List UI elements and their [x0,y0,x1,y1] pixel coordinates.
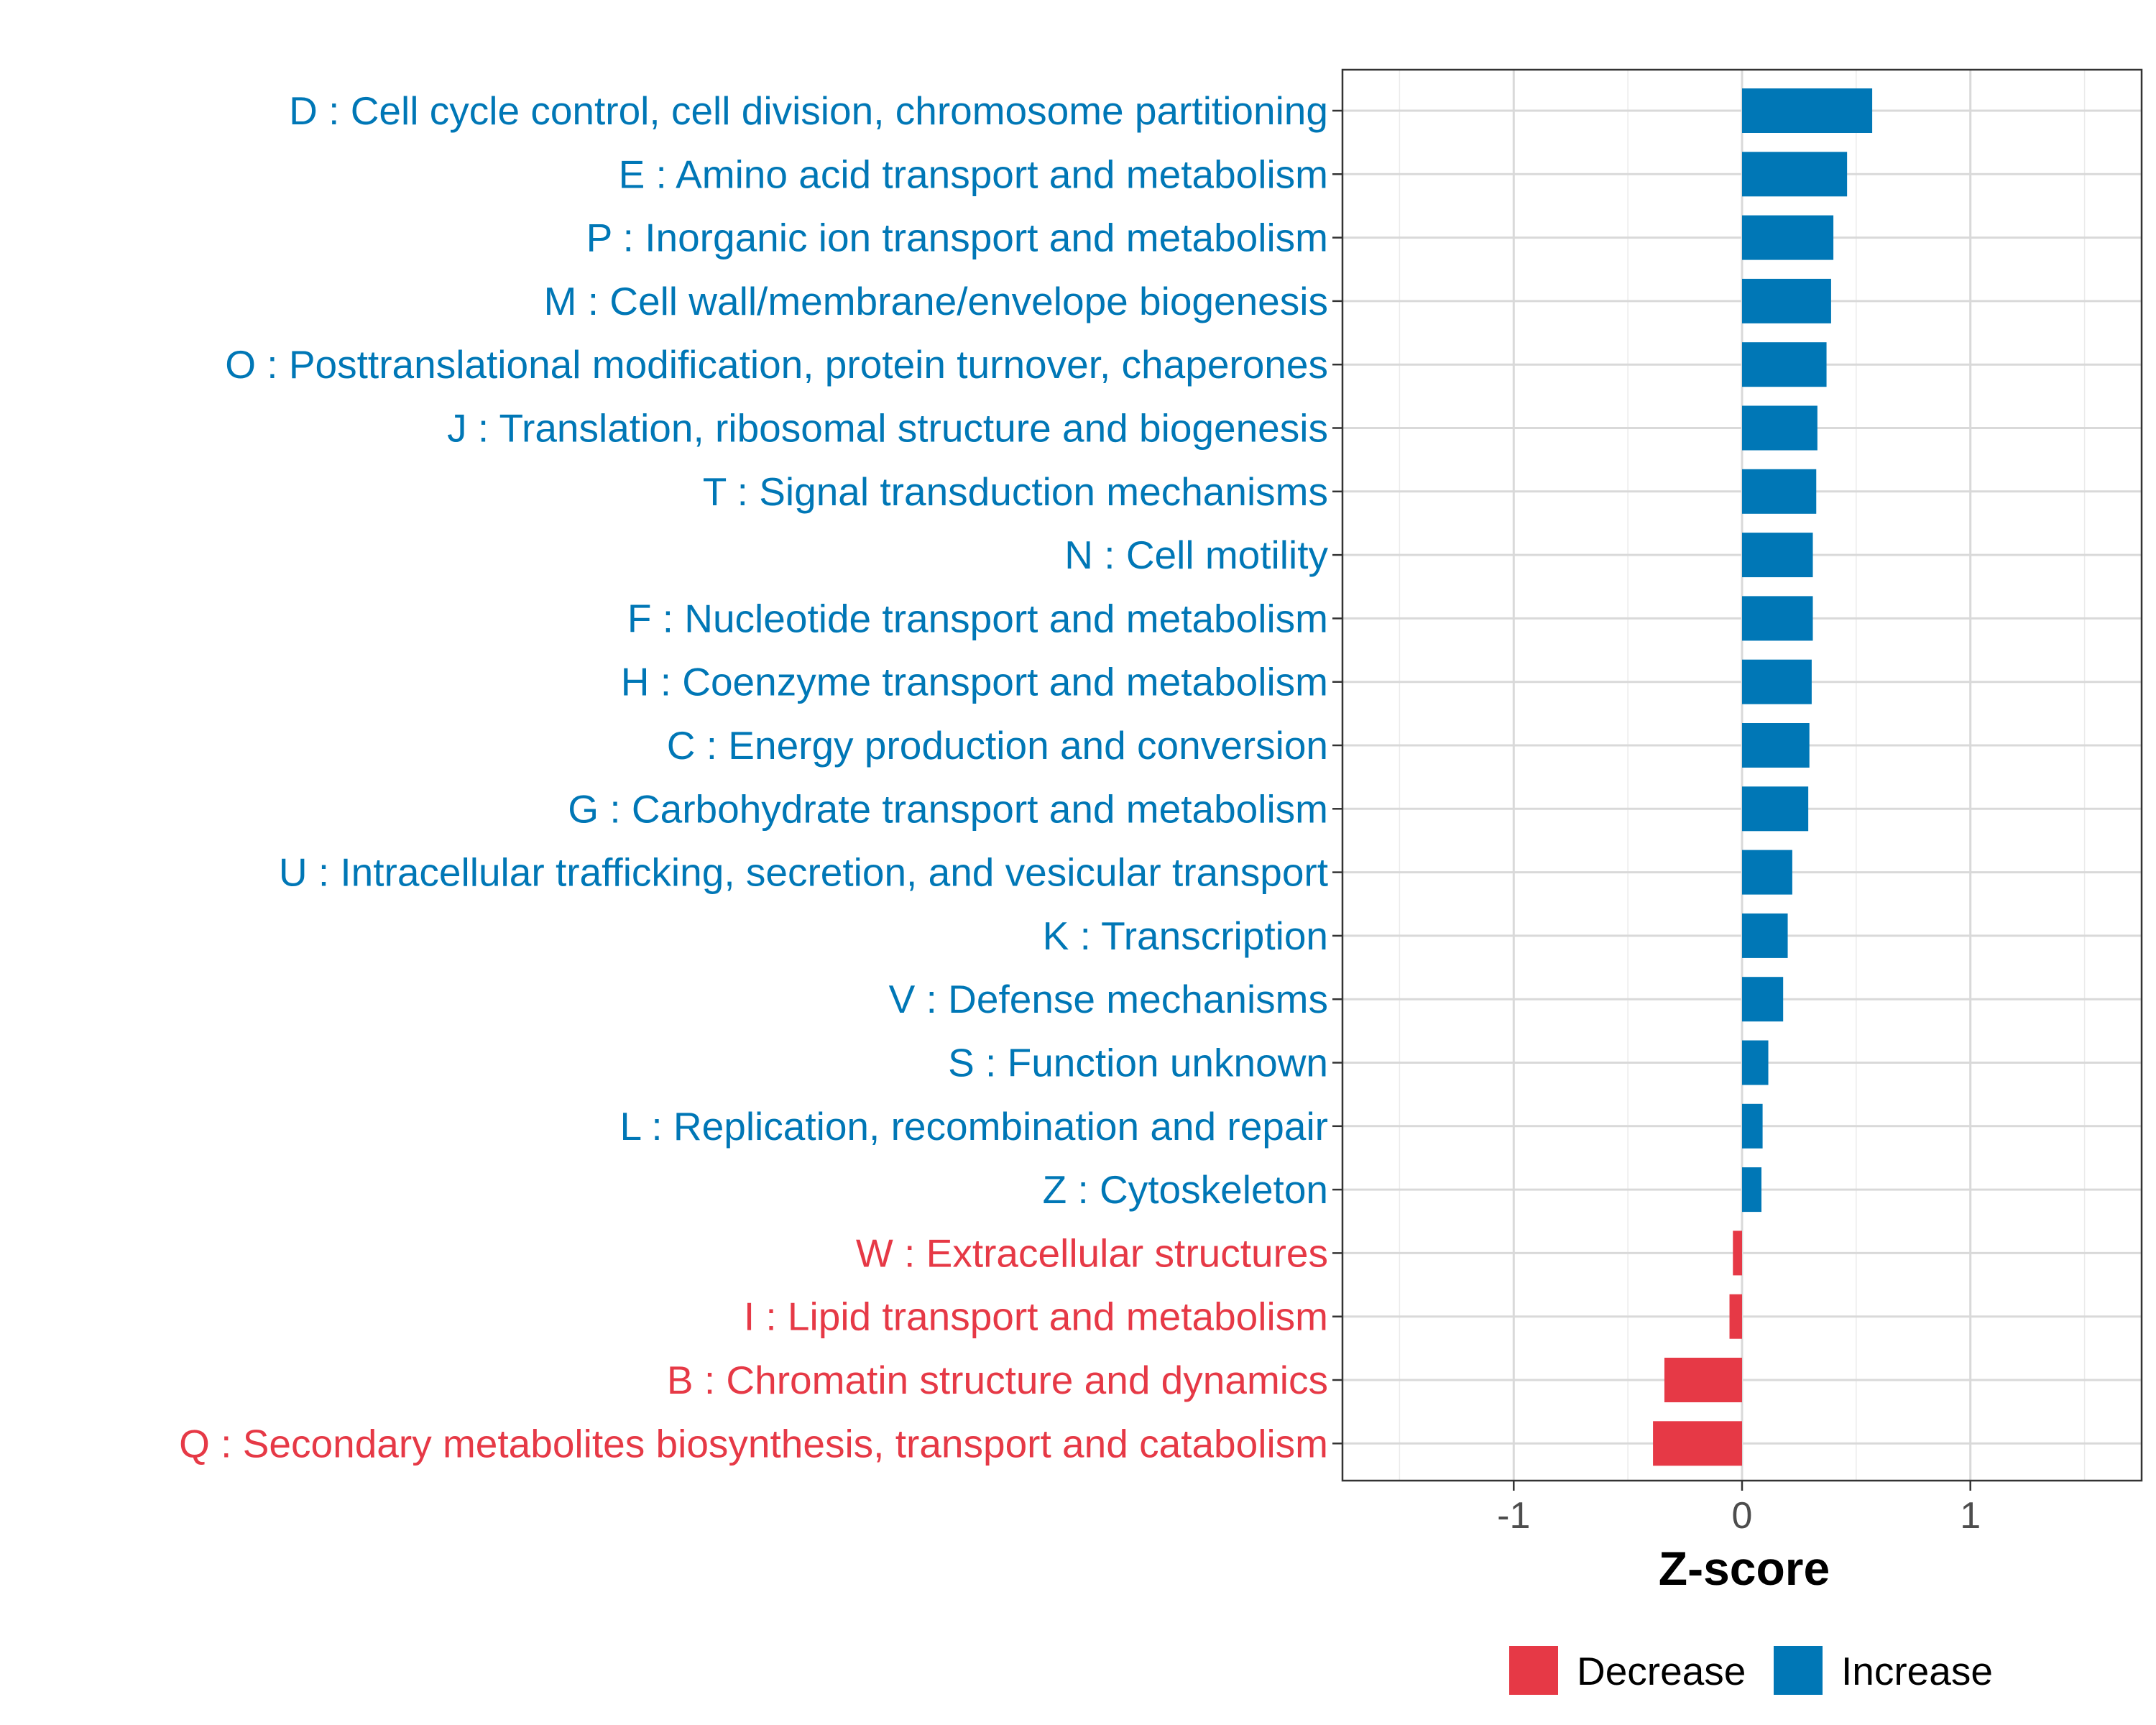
bar [1742,596,1813,641]
bar [1742,1167,1762,1213]
category-label: V : Defense mechanisms [889,977,1328,1021]
bar [1664,1358,1742,1402]
category-label: N : Cell motility [1064,533,1328,577]
bar [1653,1421,1742,1466]
category-label: I : Lipid transport and metabolism [744,1294,1328,1339]
category-label: Z : Cytoskeleton [1043,1167,1328,1212]
bar [1742,850,1792,895]
bar-layer [1653,88,1873,1466]
category-label: E : Amino acid transport and metabolism [619,152,1328,196]
bar [1742,1040,1769,1085]
x-axis-title: Z-score [1659,1542,1830,1595]
bar [1742,469,1817,514]
category-label: O : Posttranslational modification, prot… [225,342,1328,387]
bar [1742,278,1831,323]
bar [1742,659,1812,704]
bar [1742,786,1809,832]
category-label: Q : Secondary metabolites biosynthesis, … [179,1421,1328,1466]
bar [1742,405,1818,451]
category-label: J : Translation, ribosomal structure and… [447,406,1328,451]
category-label: F : Nucleotide transport and metabolism [627,596,1328,640]
y-tick-layer [1332,109,1342,1445]
category-label: P : Inorganic ion transport and metaboli… [586,216,1328,260]
bar [1742,533,1813,578]
bar [1733,1230,1742,1276]
legend-label: Increase [1841,1649,1993,1693]
bar [1742,215,1834,260]
bar [1742,152,1848,197]
category-label: W : Extracellular structures [856,1230,1328,1275]
category-label: M : Cell wall/membrane/envelope biogenes… [544,279,1328,323]
x-tick-label: -1 [1497,1495,1530,1537]
category-label: H : Coenzyme transport and metabolism [621,660,1328,704]
x-tick-layer: -1 0 1 [1497,1481,1981,1537]
bar [1742,1103,1763,1149]
category-label: T : Signal transduction mechanisms [703,469,1328,514]
bar [1742,342,1827,387]
category-label: U : Intracellular trafficking, secretion… [279,850,1328,895]
legend-key-increase [1774,1646,1823,1695]
legend: Decrease Increase [1509,1646,1993,1695]
category-label: G : Carbohydrate transport and metabolis… [568,786,1328,831]
bar [1742,723,1810,768]
category-label: B : Chromatin structure and dynamics [667,1358,1328,1402]
bar [1742,88,1873,133]
category-label: C : Energy production and conversion [667,723,1328,768]
x-tick-label: 0 [1732,1495,1753,1537]
x-tick-label: 1 [1960,1495,1981,1537]
bar [1729,1294,1742,1339]
category-label: K : Transcription [1043,914,1328,958]
category-label: D : Cell cycle control, cell division, c… [289,88,1328,133]
legend-label: Decrease [1577,1649,1746,1693]
category-label: L : Replication, recombination and repai… [620,1104,1328,1149]
bar [1742,913,1788,958]
bar [1742,977,1784,1022]
category-label: S : Function unknown [948,1041,1328,1085]
category-label-layer: D : Cell cycle control, cell division, c… [179,88,1328,1466]
legend-key-decrease [1509,1646,1558,1695]
